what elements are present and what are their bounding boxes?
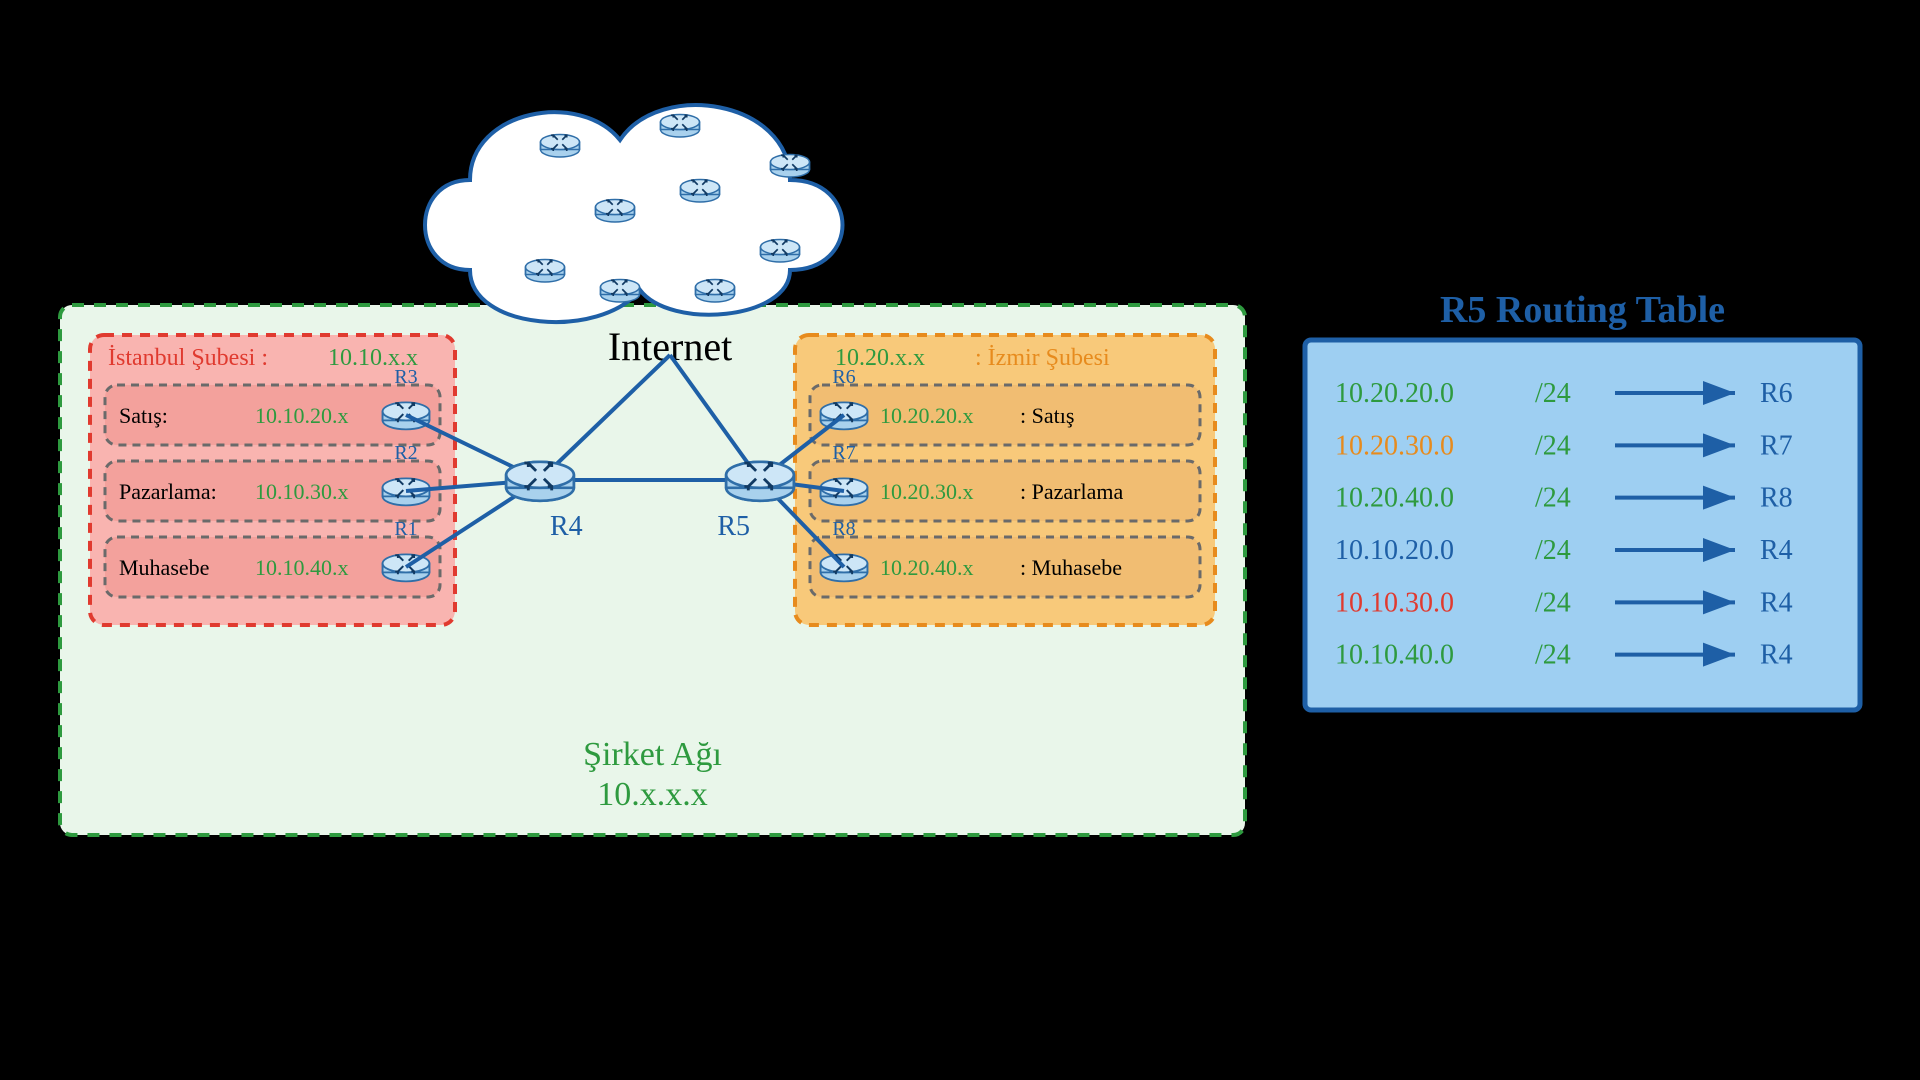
rt-next-2: R8 [1760, 483, 1793, 514]
router-icon [506, 462, 574, 501]
router-icon [596, 200, 635, 223]
internet-label: Internet [608, 324, 732, 369]
rt-mask-1: /24 [1535, 430, 1571, 461]
router-icon [601, 280, 640, 303]
dept-box-izmir-2 [810, 537, 1200, 597]
dept-name-istanbul-2: Muhasebe [119, 555, 209, 580]
rt-next-1: R7 [1760, 430, 1793, 461]
rt-ip-1: 10.20.30.0 [1335, 430, 1454, 461]
dept-router-label-istanbul-1: R2 [394, 442, 417, 464]
router-icon [661, 115, 700, 138]
dept-router-label-izmir-2: R8 [832, 518, 855, 540]
router-icon [526, 260, 565, 283]
rt-mask-5: /24 [1535, 640, 1571, 671]
rt-mask-3: /24 [1535, 535, 1571, 566]
dept-ip-izmir-0: 10.20.20.x [880, 403, 974, 428]
router-icon [696, 280, 735, 303]
rt-mask-4: /24 [1535, 587, 1571, 618]
company-network-subtitle: 10.x.x.x [597, 776, 708, 813]
branch-title-istanbul: İstanbul Şubesi : [108, 345, 268, 371]
branch-title-izmir: : İzmir Şubesi [975, 345, 1110, 371]
dept-ip-istanbul-1: 10.10.30.x [255, 479, 349, 504]
router-icon [761, 240, 800, 263]
dept-name-istanbul-0: Satış: [119, 403, 168, 428]
dept-box-izmir-1 [810, 461, 1200, 521]
router-icon [771, 155, 810, 178]
rt-ip-2: 10.20.40.0 [1335, 483, 1454, 514]
router-icon [681, 180, 720, 203]
dept-router-label-izmir-0: R6 [832, 366, 855, 388]
dept-router-label-istanbul-2: R1 [394, 518, 417, 540]
router-icon [821, 554, 868, 581]
router-icon [726, 462, 794, 501]
dept-box-izmir-0 [810, 385, 1200, 445]
rt-ip-5: 10.10.40.0 [1335, 640, 1454, 671]
dept-name-izmir-0: : Satış [1020, 403, 1074, 428]
company-network-title: Şirket Ağı [583, 736, 722, 773]
dept-name-istanbul-1: Pazarlama: [119, 479, 217, 504]
dept-name-izmir-1: : Pazarlama [1020, 479, 1123, 504]
rt-next-0: R6 [1760, 378, 1793, 409]
router-icon [383, 478, 430, 505]
rt-ip-3: 10.10.20.0 [1335, 535, 1454, 566]
dept-router-label-istanbul-0: R3 [394, 366, 417, 388]
dept-name-izmir-2: : Muhasebe [1020, 555, 1122, 580]
core-router-label-R5: R5 [717, 511, 750, 542]
rt-next-5: R4 [1760, 640, 1793, 671]
dept-ip-istanbul-2: 10.10.40.x [255, 555, 349, 580]
routing-table-title: R5 Routing Table [1440, 289, 1725, 331]
router-icon [821, 478, 868, 505]
dept-router-label-izmir-1: R7 [832, 442, 855, 464]
dept-ip-izmir-2: 10.20.40.x [880, 555, 974, 580]
rt-ip-0: 10.20.20.0 [1335, 378, 1454, 409]
rt-next-4: R4 [1760, 587, 1793, 618]
core-router-label-R4: R4 [550, 511, 583, 542]
dept-ip-izmir-1: 10.20.30.x [880, 479, 974, 504]
router-icon [541, 135, 580, 158]
rt-next-3: R4 [1760, 535, 1793, 566]
rt-ip-4: 10.10.30.0 [1335, 587, 1454, 618]
rt-mask-2: /24 [1535, 483, 1571, 514]
dept-ip-istanbul-0: 10.10.20.x [255, 403, 349, 428]
rt-mask-0: /24 [1535, 378, 1571, 409]
